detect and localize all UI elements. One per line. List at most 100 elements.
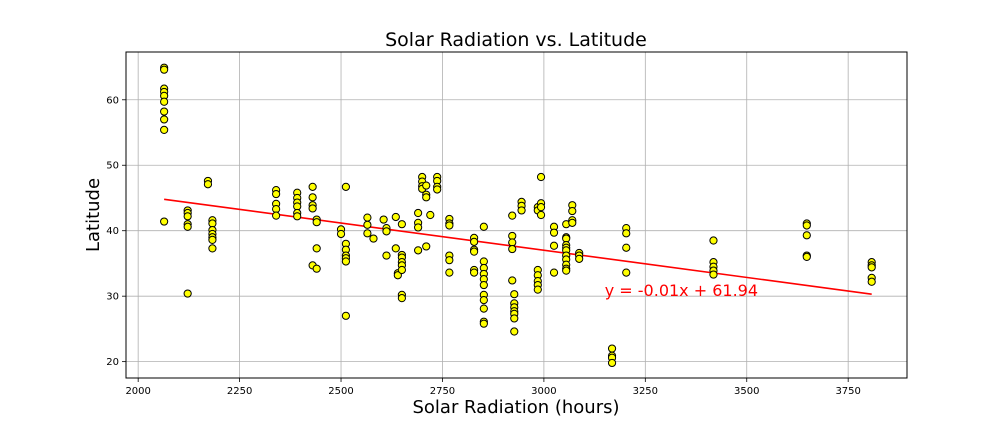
data-point [510,290,519,299]
data-point [312,218,321,227]
data-point [414,223,423,232]
data-point [470,237,479,246]
y-tick-label: 60 [106,95,119,106]
data-point [382,251,391,260]
data-point [562,266,571,275]
x-tick-label: 2250 [227,386,252,397]
data-point [802,252,811,261]
data-point [802,221,811,230]
data-point [341,311,350,320]
data-point [397,265,406,275]
data-point [510,314,519,323]
data-point [397,294,406,303]
data-point [575,254,584,263]
x-axis-ticks: 2000 2250 2500 2750 3000 3250 3500 3750 [125,378,861,397]
data-point [422,181,431,190]
data-point [369,234,378,243]
data-point [607,358,617,368]
data-point [160,107,169,116]
data-point [549,241,559,250]
y-tick-label: 40 [106,226,119,237]
data-point [510,327,519,336]
data-point [414,246,423,255]
data-point [183,289,192,298]
data-point [308,182,317,191]
data-point [397,220,406,229]
y-tick-label: 50 [106,161,119,172]
data-point [536,203,546,212]
data-point [363,220,372,229]
data-point [470,268,479,277]
data-point [517,206,526,215]
y-tick-label: 30 [106,292,119,303]
regression-line-group [164,198,872,296]
data-point [867,263,876,272]
data-point [160,217,169,226]
x-tick-label: 2000 [125,386,150,397]
x-tick-label: 2500 [328,386,353,397]
data-point [470,247,479,256]
data-point [160,125,169,134]
data-point [479,222,488,231]
data-point [391,212,400,222]
data-point [709,270,718,279]
data-point [312,264,321,273]
data-point [445,256,454,265]
y-axis-label: Latitude [83,178,104,252]
data-point [208,244,217,253]
data-point [379,215,388,224]
data-point [160,65,169,74]
data-point [508,276,517,285]
data-point [391,244,400,253]
data-point [272,189,281,199]
x-tick-label: 3000 [531,386,556,397]
data-point [336,229,346,239]
data-point [508,244,517,254]
data-point [607,344,617,353]
data-point [363,213,372,222]
data-point [508,211,517,220]
data-point [568,218,577,227]
x-tick-label: 3750 [835,386,860,397]
regression-equation: y = -0.01x + 61.94 [605,281,758,300]
data-point [382,227,391,236]
data-point [183,222,192,231]
data-point [203,180,213,189]
data-point [549,228,559,237]
data-point [272,211,281,220]
data-point [533,285,542,294]
data-point [479,280,488,290]
regression-line [164,198,872,296]
data-point [312,244,321,253]
data-point [341,182,350,191]
data-point [622,268,631,277]
data-point [445,221,454,230]
data-point [426,210,435,220]
data-point [568,206,577,216]
data-point [293,212,302,221]
data-point [536,210,546,220]
data-point [622,243,631,252]
x-tick-label: 3500 [734,386,759,397]
data-point [479,296,488,305]
data-points [160,63,876,368]
x-tick-label: 2750 [430,386,455,397]
y-tick-label: 20 [106,357,119,368]
y-axis-ticks: 20 30 40 50 60 [106,95,126,368]
data-point [341,257,350,266]
data-point [183,212,192,221]
data-point [479,304,488,313]
data-point [208,235,217,244]
data-point [622,229,631,238]
data-point [709,236,718,245]
data-point [422,193,431,202]
data-point [445,268,454,277]
data-point [308,204,317,213]
data-point [433,185,442,194]
data-point [393,271,402,280]
data-point [549,268,559,277]
data-point [422,242,431,251]
data-point [160,97,169,106]
x-tick-label: 3250 [633,386,658,397]
